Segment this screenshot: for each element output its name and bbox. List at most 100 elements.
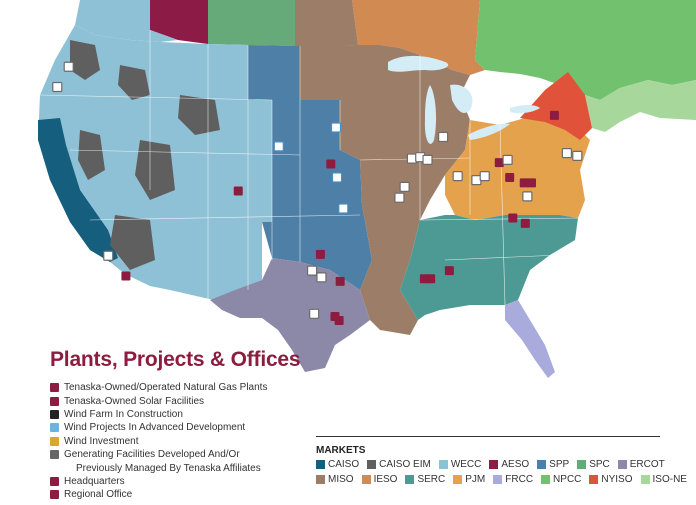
market-swatch — [493, 475, 503, 484]
market-swatch — [405, 475, 415, 484]
plant-outline-icon — [399, 181, 410, 192]
market-swatch — [617, 460, 627, 469]
flame-icon — [549, 110, 559, 120]
market-swatch — [453, 475, 463, 484]
legend-item-label: Generating Facilities Developed And/Or — [64, 449, 240, 461]
plant-outline-icon — [309, 308, 320, 319]
region-serc — [400, 215, 578, 320]
market-label: ISO-NE — [652, 474, 687, 485]
wind-turbine-icon — [50, 423, 59, 433]
great-lakes — [388, 55, 540, 144]
building-icon — [334, 316, 344, 326]
region-ieso — [352, 0, 485, 75]
legend: Tenaska-Owned/Operated Natural Gas Plant… — [50, 381, 267, 502]
market-swatch — [438, 460, 448, 469]
market-item: CAISO — [316, 459, 359, 470]
plant-outline-icon — [502, 154, 513, 165]
markets-legend: MARKETS CAISO CAISO EIM WECC AESO SPP SPC ERCO… — [316, 436, 687, 486]
plant-outline-icon — [406, 153, 418, 164]
wind-turbine-icon — [50, 436, 59, 446]
region-nyiso — [520, 72, 592, 140]
legend-item-label: Tenaska-Owned/Operated Natural Gas Plant… — [64, 382, 268, 394]
market-swatch — [541, 475, 551, 484]
flame-icon — [519, 178, 529, 188]
market-item: WECC — [438, 459, 481, 470]
markets-title: MARKETS — [316, 445, 366, 456]
market-swatch — [589, 475, 599, 484]
market-item: CAISO EIM — [367, 459, 431, 470]
market-label: CAISO — [328, 459, 360, 470]
market-item: ISO-NE — [640, 474, 687, 485]
market-label: SPC — [589, 459, 610, 470]
eim-patch — [110, 215, 155, 270]
region-mb — [295, 0, 358, 46]
flame-icon — [520, 218, 530, 228]
market-item: SPC — [577, 459, 610, 470]
market-item: ERCOT — [617, 459, 665, 470]
plant-outline-icon — [306, 265, 318, 276]
region-polygons — [38, 0, 696, 378]
building-icon — [233, 186, 243, 196]
legend-item: Tenaska-Owned/Operated Natural Gas Plant… — [50, 381, 267, 394]
plant-outline-icon — [561, 148, 572, 159]
sun-icon — [121, 271, 131, 281]
market-item: MISO — [316, 474, 354, 485]
market-label: FRCC — [505, 474, 534, 485]
state-boundaries — [39, 30, 581, 306]
lake-huron — [450, 84, 473, 113]
plant-outline-icon — [572, 150, 583, 161]
market-item: NYISO — [589, 474, 633, 485]
plant-outline-icon — [52, 81, 63, 93]
flame-icon — [444, 266, 454, 276]
flame-icon — [505, 172, 515, 182]
flame-icon — [50, 383, 59, 393]
legend-item-label: Tenaska-Owned Solar Facilities — [64, 395, 205, 407]
market-label: ERCOT — [629, 459, 665, 470]
lake-superior — [388, 55, 449, 72]
legend-title: Plants, Projects & Offices — [50, 348, 301, 371]
market-swatch — [367, 460, 377, 469]
legend-item: Regional Office — [50, 488, 267, 501]
market-swatch — [316, 475, 325, 484]
market-swatch — [537, 460, 547, 469]
flame-icon — [335, 276, 345, 286]
wind-turbine-icon — [273, 141, 284, 152]
market-label: CAISO EIM — [379, 459, 431, 470]
market-item: PJM — [453, 474, 485, 485]
plant-outline-icon — [452, 171, 463, 182]
flame-icon — [315, 249, 325, 259]
wind-turbine-icon — [330, 122, 342, 133]
market-label: IESO — [373, 474, 398, 485]
legend-item-label: Wind Investment — [64, 435, 139, 447]
legend-item: Wind Projects In Advanced Development — [50, 421, 267, 434]
legend-item-label: Previously Managed By Tenaska Affiliates — [76, 462, 261, 474]
wind-turbine-icon — [338, 203, 349, 214]
plant-outline-icon — [479, 171, 490, 182]
region-canada-npcc — [475, 0, 696, 100]
lake-michigan — [424, 85, 437, 144]
plant-outline-icon — [316, 272, 327, 283]
region-pjm — [445, 118, 590, 220]
flame-icon — [508, 213, 518, 223]
plant-outline-icon — [471, 175, 482, 186]
market-swatch — [489, 460, 499, 469]
flame-icon — [494, 158, 504, 168]
market-item: SERC — [405, 474, 445, 485]
eim-patch — [70, 40, 100, 80]
wind-turbine-icon — [331, 172, 343, 183]
market-label: SPP — [549, 459, 570, 470]
map-markers — [52, 61, 583, 326]
region-caiso — [38, 118, 118, 262]
region-frcc — [505, 300, 555, 378]
building-icon — [50, 490, 59, 500]
lake-erie — [468, 123, 510, 140]
sun-icon — [50, 396, 59, 406]
legend-item: Wind Investment — [50, 435, 267, 448]
markets-row: MISO IESO SERC PJM FRCC NPCC NYISO ISO-NE — [316, 473, 687, 486]
legend-item: Wind Farm In Construction — [50, 408, 267, 421]
region-spc — [208, 0, 295, 46]
market-label: SERC — [417, 474, 446, 485]
legend-item: Tenaska-Owned Solar Facilities — [50, 394, 267, 407]
region-bc — [75, 0, 178, 42]
